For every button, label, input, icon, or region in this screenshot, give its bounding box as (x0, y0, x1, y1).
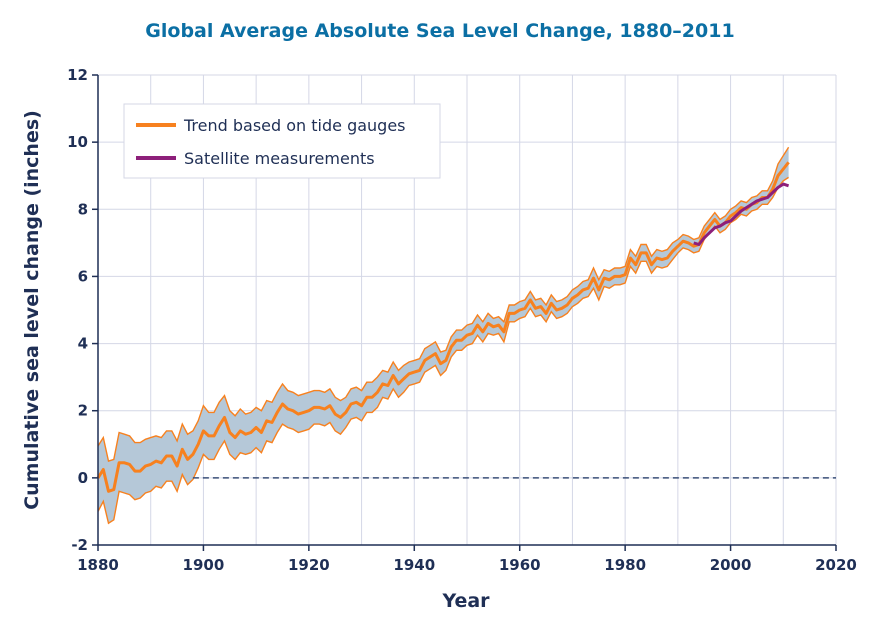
x-tick-label: 1880 (77, 556, 119, 574)
uncertainty-band-area (98, 147, 789, 524)
x-axis-title: Year (441, 590, 490, 612)
series-line-tide-gauges (96, 161, 790, 493)
band-upper-edge (97, 146, 790, 463)
series-line-satellite (693, 182, 790, 246)
x-tick-label: 1980 (604, 556, 646, 574)
x-tick-label: 2000 (710, 556, 752, 574)
x-tick-label: 1920 (288, 556, 330, 574)
x-tick-label: 1900 (183, 556, 225, 574)
y-tick-label: 12 (67, 66, 88, 84)
y-tick-label: 2 (78, 402, 88, 420)
legend-box (123, 103, 441, 179)
uncertainty-band (97, 146, 790, 525)
legend-label-tide-gauges: Trend based on tide gauges (183, 116, 406, 135)
band-lower-edge (97, 176, 789, 525)
y-tick-label: 10 (67, 133, 88, 151)
axes: 1880 1900 1920 1940 1960 1980 2000 2020 -2 0 2 4 6 8 1… (67, 66, 857, 574)
x-tick-label: 1960 (499, 556, 541, 574)
chart-title: Global Average Absolute Sea Level Change… (145, 20, 735, 42)
y-tick-label: 0 (78, 469, 88, 487)
y-tick-label: 8 (78, 200, 88, 218)
x-tick-label: 2020 (815, 556, 857, 574)
y-tick-label: 6 (78, 267, 88, 285)
y-axis-title: Cumulative sea level change (inches) (21, 110, 43, 510)
x-tick-label: 1940 (393, 556, 435, 574)
y-tick-label: 4 (78, 335, 88, 353)
y-tick-label: -2 (71, 536, 88, 554)
series-lines (96, 161, 836, 493)
legend-label-satellite: Satellite measurements (184, 149, 375, 168)
legend: Trend based on tide gauges Satellite mea… (123, 103, 441, 179)
